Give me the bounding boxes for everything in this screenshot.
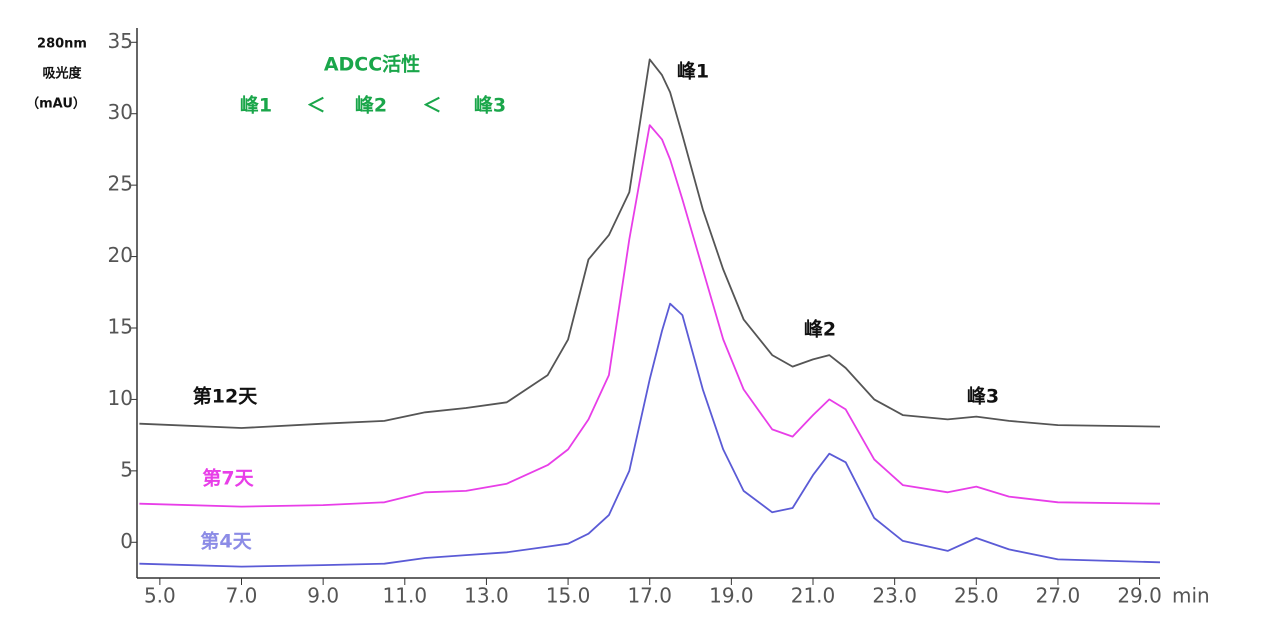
annotation-order: 峰3 bbox=[474, 94, 506, 117]
y-axis-label: （mAU） bbox=[26, 96, 86, 112]
y-tick-label: 10 bbox=[108, 386, 133, 410]
x-tick-label: 15.0 bbox=[546, 584, 591, 608]
y-tick-label: 35 bbox=[108, 29, 133, 53]
annotation-order: 峰1 bbox=[240, 94, 272, 117]
x-tick-label: 9.0 bbox=[307, 584, 339, 608]
peak-label: 峰1 bbox=[677, 60, 709, 83]
series-label: 第4天 bbox=[200, 530, 252, 553]
annotation-order: ＜ bbox=[422, 95, 441, 117]
y-tick-label: 20 bbox=[108, 243, 133, 267]
x-tick-label: 17.0 bbox=[627, 584, 672, 608]
series-line bbox=[139, 58, 1161, 429]
series-label: 第7天 bbox=[202, 467, 254, 490]
y-tick-label: 25 bbox=[108, 172, 133, 196]
y-axis-label: 吸光度 bbox=[42, 66, 82, 82]
peak-label: 峰3 bbox=[967, 385, 999, 408]
annotation-order: 峰2 bbox=[355, 94, 387, 117]
x-tick-label: 13.0 bbox=[464, 584, 509, 608]
series-label: 第12天 bbox=[193, 385, 258, 408]
series-line bbox=[139, 124, 1161, 508]
x-tick-label: 23.0 bbox=[872, 584, 917, 608]
annotation-title: ADCC活性 bbox=[324, 53, 420, 76]
x-tick-label: 25.0 bbox=[954, 584, 999, 608]
x-tick-label: 27.0 bbox=[1036, 584, 1081, 608]
x-tick-label: 7.0 bbox=[226, 584, 258, 608]
x-tick-label: 29.0 bbox=[1117, 584, 1162, 608]
y-tick-label: 30 bbox=[108, 100, 133, 124]
y-tick-label: 15 bbox=[108, 315, 133, 339]
x-tick-label: 21.0 bbox=[791, 584, 836, 608]
annotation-order: ＜ bbox=[306, 95, 325, 117]
x-tick-label: 5.0 bbox=[144, 584, 176, 608]
x-tick-label: 11.0 bbox=[383, 584, 428, 608]
y-tick-label: 5 bbox=[120, 457, 133, 481]
peak-label: 峰2 bbox=[804, 318, 836, 341]
y-tick-label: 0 bbox=[120, 529, 133, 553]
series-line bbox=[139, 302, 1161, 568]
y-axis-label: 280nm bbox=[37, 37, 87, 52]
x-tick-label: 19.0 bbox=[709, 584, 754, 608]
x-axis-label: min bbox=[1172, 584, 1210, 608]
